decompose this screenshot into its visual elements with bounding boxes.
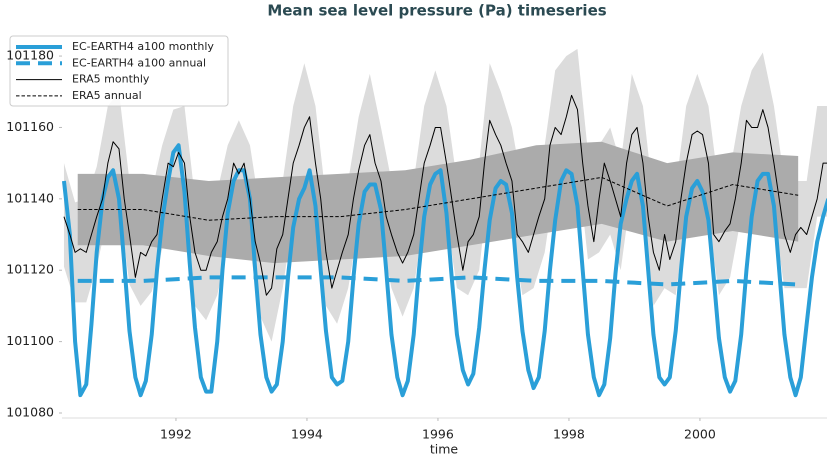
y-tick-label: 101120 <box>6 262 54 277</box>
x-tick-label: 1998 <box>553 427 585 442</box>
legend-box <box>9 35 229 107</box>
x-axis-label: time <box>430 442 459 457</box>
legend-label: EC-EARTH4 a100 annual <box>72 56 206 69</box>
x-tick-label: 1992 <box>160 427 192 442</box>
chart-title: Mean sea level pressure (Pa) timeseries <box>267 2 606 20</box>
x-tick-label: 1994 <box>291 427 323 442</box>
series-line <box>63 94 827 296</box>
series-line <box>77 275 799 287</box>
y-tick-label: 101100 <box>6 333 54 348</box>
y-tick-label: 101140 <box>6 190 54 205</box>
series-line <box>62 143 827 398</box>
legend-label: ERA5 monthly <box>72 73 150 86</box>
legend-label: EC-EARTH4 a100 monthly <box>72 40 214 53</box>
legend: EC-EARTH4 a100 monthly EC-EARTH4 a100 ann… <box>9 35 229 107</box>
series-line <box>77 176 799 221</box>
y-tick-label: 101160 <box>6 119 54 134</box>
x-tick-label: 2000 <box>684 427 716 442</box>
y-tick-label: 101180 <box>6 48 54 63</box>
y-tick-label: 101080 <box>6 405 54 420</box>
legend-label: ERA5 annual <box>72 89 142 102</box>
plot-area <box>62 48 827 398</box>
x-tick-label: 1996 <box>422 427 454 442</box>
spread-band <box>77 141 799 264</box>
